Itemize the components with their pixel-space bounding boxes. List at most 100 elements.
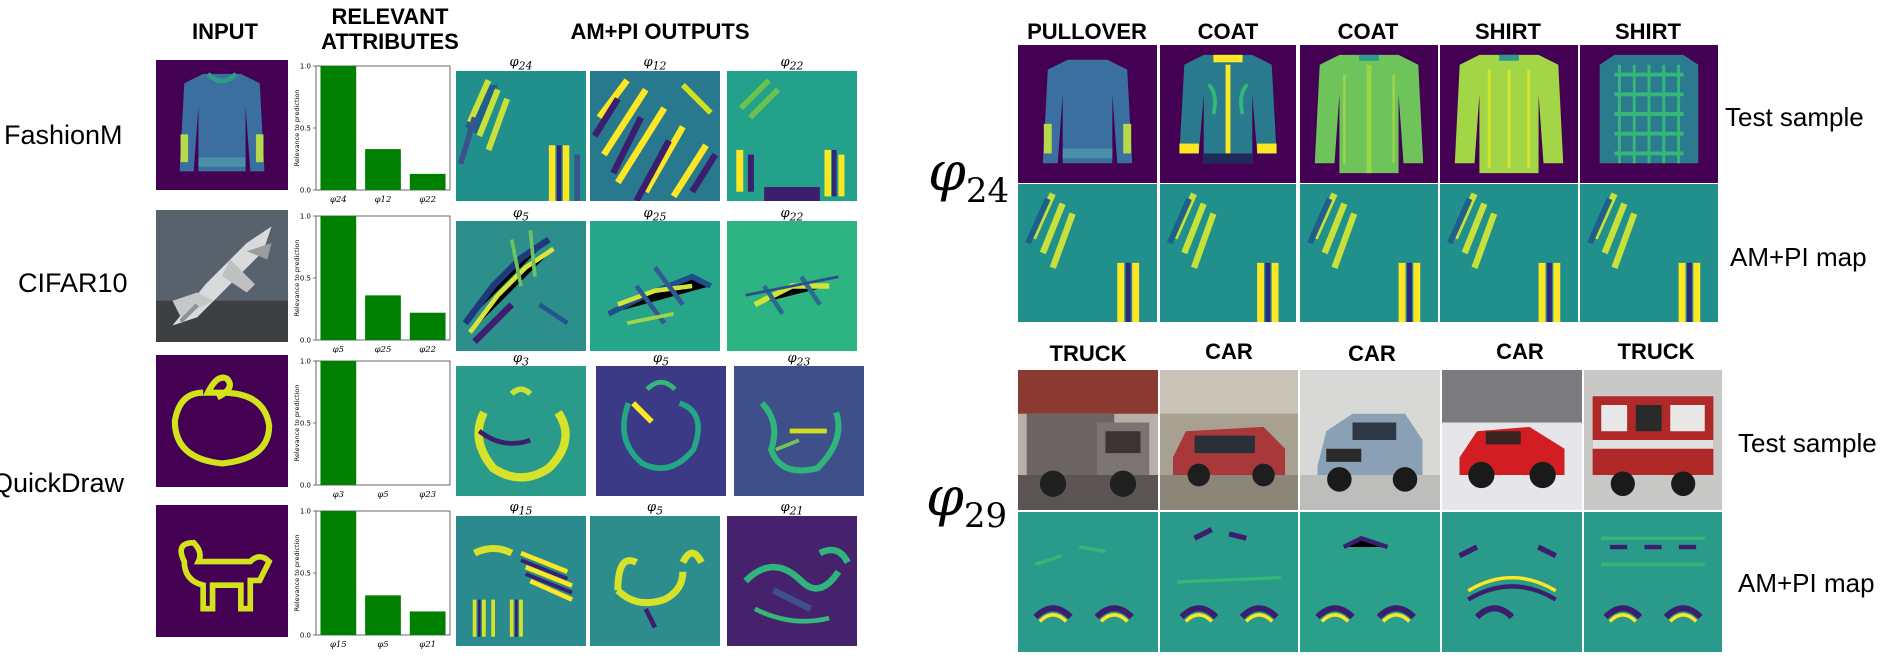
test-sample-car-2 xyxy=(1300,370,1440,510)
output-label-1-3-index: 22 xyxy=(789,59,804,73)
class-label-1-5: SHIRT xyxy=(1615,19,1681,44)
y-tick-label: 0.0 xyxy=(300,632,311,640)
output-label-2-2-index: 25 xyxy=(652,210,667,224)
class-label-2-5: TRUCK xyxy=(1617,339,1695,364)
output-label-4-1: φ15 xyxy=(509,500,533,518)
am-pi-output-2-1 xyxy=(456,221,586,351)
class-label-2-2: CAR xyxy=(1205,339,1253,364)
x-tick-label: φ12 xyxy=(375,195,392,205)
y-tick-label: 0.5 xyxy=(300,275,311,283)
row-label-quickdraw: QuickDraw xyxy=(0,468,125,498)
phi-24-index: 24 xyxy=(965,170,1010,211)
relevance-chart-1: 0.0 0.5 1.0 Relevance to prediction φ24 φ12 φ2… xyxy=(290,58,456,208)
y-tick-label: 0.5 xyxy=(300,570,311,578)
relevant-attributes-header-line1: RELEVANT xyxy=(331,4,449,29)
output-label-4-3: φ21 xyxy=(780,500,804,518)
y-tick-label: 1.0 xyxy=(300,213,311,221)
bar-φ15 xyxy=(320,511,357,635)
test-sample-car-3 xyxy=(1442,370,1582,510)
input-image-airplane xyxy=(156,210,288,342)
test-sample-shirt-2 xyxy=(1580,45,1718,183)
y-tick-label: 0.5 xyxy=(300,125,311,133)
output-label-4-2: φ5 xyxy=(647,500,663,518)
y-axis-label: Relevance to prediction xyxy=(293,240,301,317)
y-axis-label: Relevance to prediction xyxy=(293,535,301,612)
x-tick-label: φ24 xyxy=(330,195,347,205)
test-sample-label-1: Test sample xyxy=(1725,102,1864,132)
am-pi-map-vehicle-2 xyxy=(1160,512,1298,652)
am-pi-output-1-1 xyxy=(456,71,586,201)
bar-φ22 xyxy=(409,312,446,340)
am-pi-map-vehicle-5 xyxy=(1584,512,1722,652)
output-label-1-3: φ22 xyxy=(780,55,804,73)
am-pi-map-label-1: AM+PI map xyxy=(1730,242,1867,272)
bar-φ22 xyxy=(409,173,446,190)
bar-φ25 xyxy=(365,295,401,340)
test-sample-label-2: Test sample xyxy=(1738,428,1877,458)
input-image-dog-doodle xyxy=(156,505,288,637)
bar-φ21 xyxy=(409,611,446,635)
output-label-1-2-index: 12 xyxy=(652,59,667,73)
x-tick-label: φ15 xyxy=(330,640,347,650)
output-label-4-2-index: 5 xyxy=(656,504,663,518)
class-label-2-4: CAR xyxy=(1496,339,1544,364)
output-label-3-3-index: 23 xyxy=(796,355,811,369)
y-tick-label: 1.0 xyxy=(300,358,311,366)
x-tick-label: φ5 xyxy=(333,345,344,355)
y-tick-label: 1.0 xyxy=(300,63,311,71)
bar-φ5 xyxy=(365,595,401,635)
class-label-2-3: CAR xyxy=(1348,341,1396,366)
bar-φ24 xyxy=(320,66,357,190)
am-pi-map-vehicle-4 xyxy=(1442,512,1582,652)
test-sample-truck-1 xyxy=(1018,370,1158,510)
output-label-2-2: φ25 xyxy=(643,206,667,224)
test-sample-coat-1 xyxy=(1160,45,1296,183)
x-tick-label: φ5 xyxy=(377,490,388,500)
output-label-4-3-index: 21 xyxy=(789,504,804,518)
relevance-chart-2: 0.0 0.5 1.0 Relevance to prediction φ5 φ25 φ22 xyxy=(290,208,456,358)
output-label-3-2: φ5 xyxy=(653,351,669,369)
y-axis-label: Relevance to prediction xyxy=(293,90,301,167)
am-pi-output-4-3 xyxy=(727,516,857,646)
relevance-chart-svg-1: 0.0 0.5 1.0 Relevance to prediction φ24 φ12 φ2… xyxy=(293,63,451,205)
class-label-2-1: TRUCK xyxy=(1049,341,1127,366)
am-pi-outputs-header: AM+PI OUTPUTS xyxy=(570,19,750,44)
output-label-3-1-index: 3 xyxy=(522,355,529,369)
relevance-chart-svg-2: 0.0 0.5 1.0 Relevance to prediction φ5 φ25 φ22 xyxy=(293,213,451,355)
class-label-1-3: COAT xyxy=(1337,19,1399,44)
am-pi-map-fashion-5 xyxy=(1580,184,1718,322)
x-tick-label: φ5 xyxy=(377,640,388,650)
relevance-chart-svg-3: 0.0 0.5 1.0 Relevance to prediction φ3 φ5 φ23 xyxy=(293,358,451,500)
test-sample-truck-2 xyxy=(1584,370,1722,510)
phi-24-label: φ24 xyxy=(928,140,1009,211)
bar-φ3 xyxy=(320,361,357,485)
y-tick-label: 0.0 xyxy=(300,482,311,490)
y-tick-label: 0.0 xyxy=(300,187,311,195)
am-pi-output-4-1 xyxy=(456,516,586,646)
am-pi-output-3-3 xyxy=(734,366,864,496)
test-sample-coat-2 xyxy=(1300,45,1438,183)
am-pi-output-3-2 xyxy=(596,366,726,496)
output-label-3-2-index: 5 xyxy=(662,355,669,369)
input-header: INPUT xyxy=(192,19,258,44)
am-pi-map-vehicle-3 xyxy=(1300,512,1440,652)
class-label-1-2: COAT xyxy=(1197,19,1259,44)
row-label-fashionm: FashionM xyxy=(4,120,123,150)
am-pi-map-fashion-4 xyxy=(1440,184,1578,322)
output-label-3-1: φ3 xyxy=(513,351,529,369)
am-pi-output-1-2 xyxy=(590,71,720,201)
test-sample-shirt-1 xyxy=(1440,45,1578,183)
am-pi-map-label-2: AM+PI map xyxy=(1738,568,1875,598)
relevance-chart-svg-4: 0.0 0.5 1.0 Relevance to prediction φ15 φ5 φ21 xyxy=(293,508,451,650)
output-label-1-2: φ12 xyxy=(643,55,667,73)
y-tick-label: 0.5 xyxy=(300,420,311,428)
input-image-doodle xyxy=(156,355,288,487)
am-pi-output-1-3 xyxy=(727,71,857,201)
relevance-chart-3: 0.0 0.5 1.0 Relevance to prediction φ3 φ5 φ23 xyxy=(290,353,456,503)
output-label-1-1-index: 24 xyxy=(518,59,533,73)
am-pi-output-4-2 xyxy=(590,516,720,646)
relevance-chart-4: 0.0 0.5 1.0 Relevance to prediction φ15 φ5 φ21 xyxy=(290,503,456,653)
am-pi-map-fashion-2 xyxy=(1160,184,1296,322)
am-pi-output-2-3 xyxy=(727,221,857,351)
y-axis-label: Relevance to prediction xyxy=(293,385,301,462)
